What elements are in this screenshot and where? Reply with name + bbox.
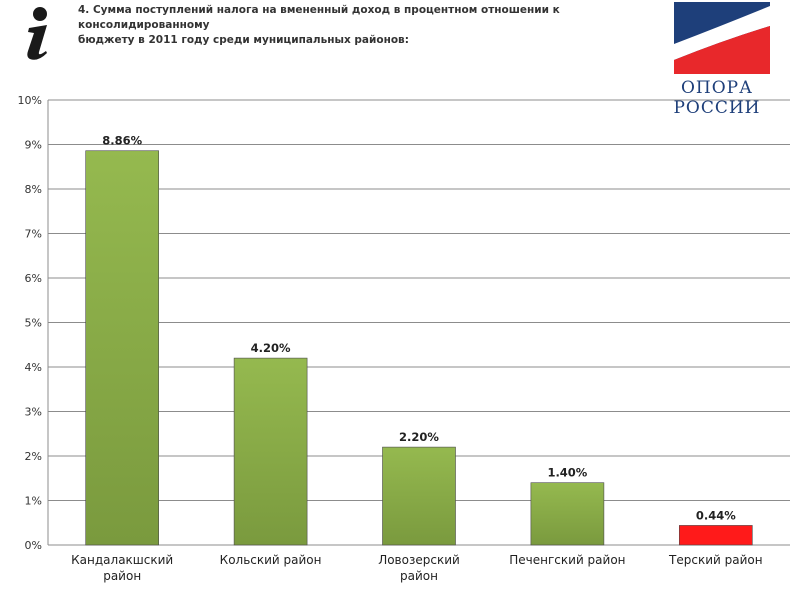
x-tick-label: Ловозерский: [378, 553, 460, 567]
y-tick-label: 0%: [25, 539, 42, 552]
data-labels: 8.86% 4.20% 2.20% 1.40% 0.44%: [102, 134, 736, 523]
data-label: 2.20%: [399, 430, 439, 444]
y-tick-label: 6%: [25, 272, 42, 285]
x-tick-label: Кандалакшский: [71, 553, 173, 567]
y-tick-label: 4%: [25, 361, 42, 374]
y-tick-label: 5%: [25, 317, 42, 330]
data-label: 1.40%: [547, 466, 587, 480]
bar-chart: 0% 1% 2% 3% 4% 5% 6% 7% 8% 9% 10% 8.86% 4.20% 2.20% 1…: [18, 94, 790, 583]
y-tick-label: 9%: [25, 139, 42, 152]
opora-rossii-logo: [674, 2, 770, 74]
logo-text: ОПОРА РОССИИ: [673, 78, 761, 118]
info-icon: [27, 7, 47, 60]
y-tick-label: 2%: [25, 450, 42, 463]
bar: [530, 482, 605, 546]
y-tick-label: 10%: [18, 94, 42, 107]
x-tick-label: Кольский район: [220, 553, 322, 567]
y-axis: 0% 1% 2% 3% 4% 5% 6% 7% 8% 9% 10%: [18, 94, 42, 552]
x-tick-label: Печенгский район: [509, 553, 625, 567]
bar: [85, 150, 159, 546]
x-axis: Кандалакшский район Кольский район Ловозерс…: [71, 553, 762, 583]
data-label: 4.20%: [251, 341, 291, 355]
bar: [678, 525, 753, 546]
data-label: 0.44%: [696, 508, 736, 522]
y-tick-label: 8%: [25, 183, 42, 196]
y-tick-label: 1%: [25, 495, 42, 508]
bar: [382, 446, 456, 546]
chart-title-line1: 4. Сумма поступлений налога на вмененный…: [78, 4, 560, 31]
data-label: 8.86%: [102, 134, 142, 148]
bar: [233, 357, 308, 546]
x-tick-label: район: [400, 569, 438, 583]
y-tick-label: 7%: [25, 228, 42, 241]
x-tick-label: район: [103, 569, 141, 583]
bars: [85, 150, 753, 546]
x-tick-label: Терский район: [668, 553, 763, 567]
y-tick-label: 3%: [25, 406, 42, 419]
chart-title: 4. Сумма поступлений налога на вмененный…: [78, 3, 678, 48]
chart-title-line2: бюджету в 2011 году среди муниципальных …: [78, 34, 409, 46]
